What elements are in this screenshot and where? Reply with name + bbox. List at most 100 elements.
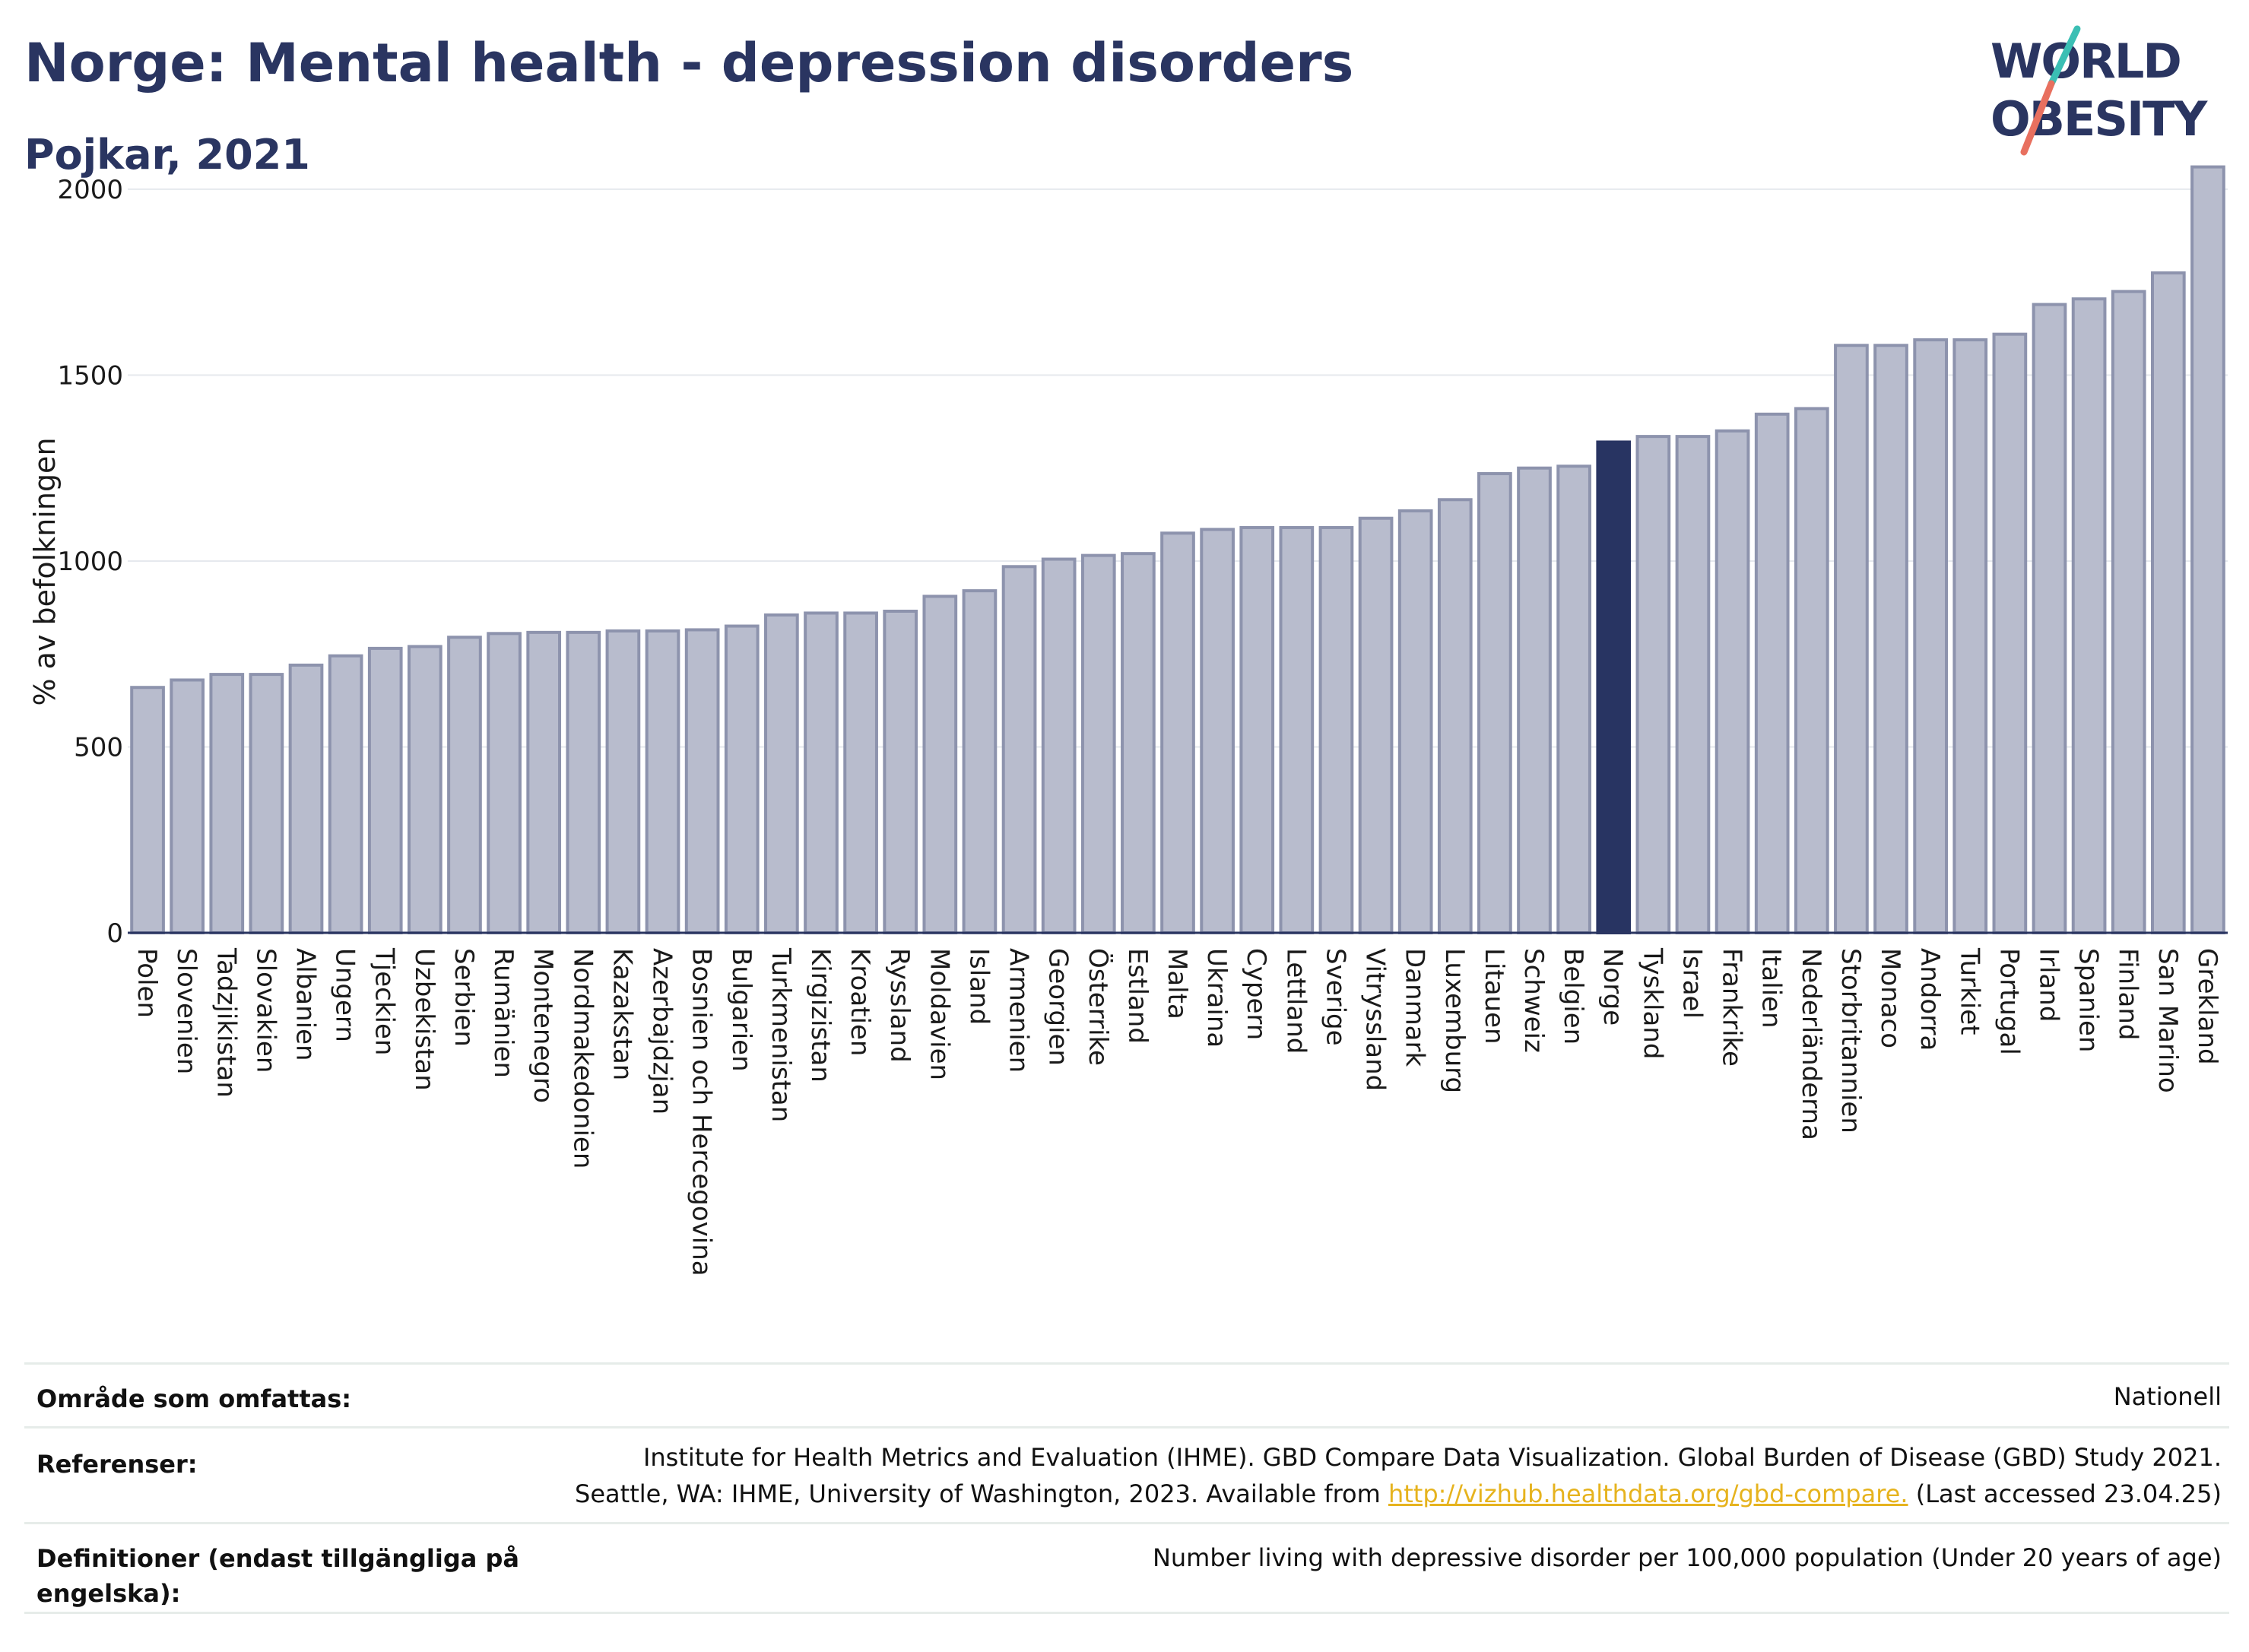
bar	[566, 630, 601, 935]
x-tick-label: Belgien	[1558, 948, 1588, 1045]
x-tick-label: Portugal	[1994, 948, 2024, 1055]
x-tick-label: Azerbajdzjan	[647, 948, 677, 1115]
x-tick-label: Irland	[2033, 948, 2063, 1022]
x-tick-label: Vitryssland	[1360, 948, 1391, 1091]
x-tick-label: Luxemburg	[1439, 948, 1470, 1093]
info-row-references: Referenser: Institute for Health Metrics…	[24, 1426, 2229, 1524]
bar	[367, 646, 403, 935]
bar	[1437, 498, 1473, 934]
bar	[1397, 509, 1433, 934]
bar	[1754, 412, 1790, 934]
bar	[645, 629, 680, 934]
x-tick-label: Albanien	[290, 948, 321, 1061]
references-link[interactable]: http://vizhub.healthdata.org/gbd-compare…	[1388, 1479, 1908, 1508]
x-tick-label: Bosnien och Hercegovina	[687, 948, 717, 1276]
bar	[447, 636, 482, 934]
bar	[883, 609, 918, 934]
references-value: Institute for Health Metrics and Evaluat…	[575, 1439, 2222, 1512]
references-label: Referenser:	[36, 1450, 198, 1479]
x-tick-label: Uzbekistan	[409, 948, 439, 1091]
bar	[209, 673, 245, 934]
x-tick-label: Kazakstan	[607, 948, 637, 1080]
bar	[962, 589, 998, 934]
x-tick-label: Ryssland	[884, 948, 915, 1063]
y-tick-label: 1000	[57, 547, 123, 577]
definitions-label: Definitioner (endast tillgängliga på eng…	[36, 1544, 519, 1608]
y-tick-label: 500	[74, 732, 123, 763]
x-tick-label: Danmark	[1400, 948, 1430, 1067]
x-tick-label: Island	[963, 948, 994, 1025]
x-tick-label: Slovakien	[250, 948, 281, 1073]
bar	[130, 686, 165, 934]
bar	[605, 629, 641, 934]
x-tick-label: Österrike	[1083, 948, 1114, 1066]
x-tick-label: San Marino	[2152, 948, 2183, 1093]
bar	[843, 611, 878, 935]
x-tick-label: Montenegro	[528, 948, 558, 1103]
bar	[1873, 344, 1908, 934]
x-tick-label: Serbien	[449, 948, 479, 1047]
x-axis-labels: Polen Slovenien Tadzjikistan Slovakien Alban…	[132, 947, 2222, 1276]
x-tick-label: Turkiet	[1954, 947, 1984, 1035]
x-tick-label: Bulgarien	[726, 948, 757, 1072]
x-tick-label: Spanien	[2073, 948, 2104, 1052]
bar	[1239, 525, 1275, 934]
x-tick-label: Nederländerna	[1796, 948, 1826, 1140]
bar	[1477, 472, 1512, 934]
x-tick-label: Ukraina	[1201, 948, 1232, 1048]
x-tick-label: Cypern	[1241, 948, 1271, 1040]
bar	[1080, 553, 1116, 934]
x-tick-label: Turkmenistan	[766, 947, 796, 1122]
bar	[1160, 531, 1195, 934]
x-tick-label: Italien	[1756, 948, 1787, 1029]
x-tick-label: Finland	[2113, 948, 2143, 1041]
world-obesity-logo: WORLD OBESITY	[1990, 25, 2209, 156]
info-row-area: Område som omfattas: Nationell	[24, 1362, 2229, 1428]
bar	[1279, 525, 1315, 934]
bar	[1913, 338, 1948, 934]
y-tick-label: 1500	[57, 360, 123, 391]
bar	[2071, 297, 2107, 934]
bar	[170, 678, 205, 934]
x-tick-label: Kirgizistan	[805, 948, 836, 1083]
bar	[1517, 466, 1552, 934]
bottom-divider	[24, 1612, 2229, 1614]
x-tick-label: Israel	[1676, 948, 1707, 1019]
bar	[724, 624, 760, 934]
x-tick-label: Armenien	[1004, 948, 1034, 1073]
bars	[130, 165, 2225, 935]
chart-title: Norge: Mental health - depression disord…	[24, 32, 1354, 94]
x-tick-label: Rumänien	[488, 948, 519, 1078]
x-tick-label: Tadzjikistan	[211, 947, 241, 1098]
bar	[1715, 429, 1750, 934]
x-tick-label: Schweiz	[1518, 948, 1549, 1053]
x-tick-label: Polen	[132, 948, 162, 1018]
x-tick-label: Storbritannien	[1835, 948, 1866, 1134]
x-tick-label: Sverige	[1320, 948, 1350, 1046]
bar	[1358, 516, 1394, 934]
area-value: Nationell	[2113, 1382, 2222, 1411]
x-tick-label: Malta	[1162, 948, 1192, 1019]
bar	[2190, 165, 2225, 935]
bar	[487, 632, 522, 934]
references-line-2-text: Seattle, WA: IHME, University of Washing…	[575, 1479, 1388, 1508]
x-tick-label: Ungern	[330, 948, 360, 1042]
bar	[328, 654, 363, 935]
bar	[249, 673, 284, 934]
x-tick-label: Kroatien	[845, 948, 875, 1056]
area-label: Område som omfattas:	[36, 1384, 352, 1413]
bar	[1992, 332, 2028, 934]
bar	[1556, 465, 1591, 934]
bar	[1952, 338, 1988, 934]
x-tick-label: Grekland	[2192, 948, 2222, 1065]
references-line-2-suffix: (Last accessed 23.04.25)	[1908, 1479, 2222, 1508]
info-row-definitions: Definitioner (endast tillgängliga på eng…	[24, 1522, 2229, 1614]
bar	[922, 595, 958, 935]
bar	[1794, 407, 1829, 934]
bar	[1318, 525, 1354, 934]
bar	[408, 645, 443, 935]
y-axis-label: % av befolkningen	[28, 437, 62, 706]
bar	[1675, 435, 1711, 934]
x-tick-label: Georgien	[1043, 948, 1074, 1066]
bar	[2032, 303, 2067, 934]
